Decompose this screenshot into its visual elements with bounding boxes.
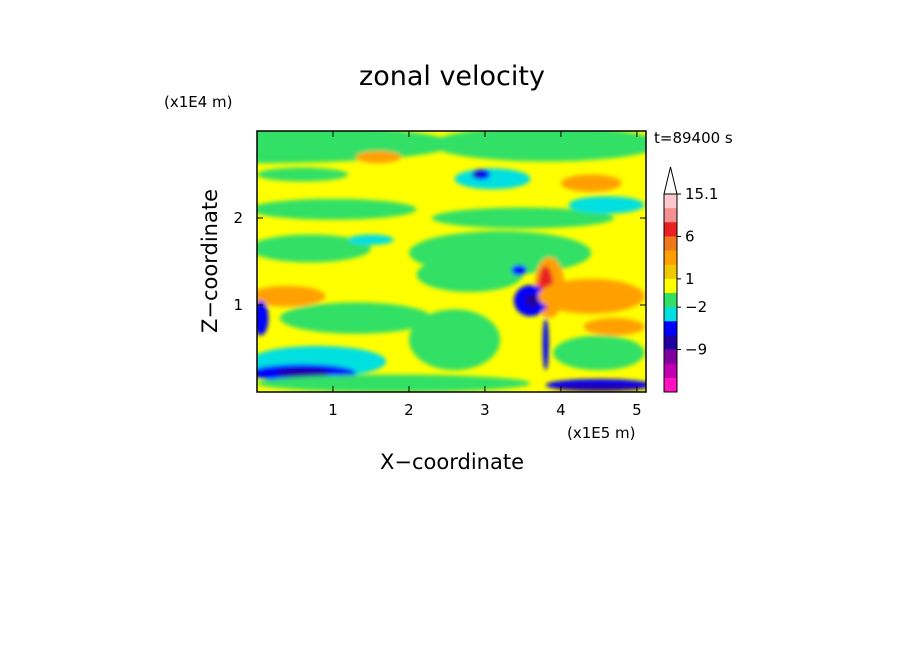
field-region xyxy=(511,264,527,276)
y-tick-label: 2 xyxy=(233,209,243,227)
colorbar-label: 15.1 xyxy=(685,185,718,203)
colorbar-swatch xyxy=(664,293,677,308)
colorbar-frame xyxy=(663,193,678,393)
field-region xyxy=(408,309,501,371)
colorbar-labels: 15.1 6 1 −2 −9 xyxy=(677,185,718,359)
field-region xyxy=(416,257,523,292)
field-region xyxy=(279,302,432,334)
colorbar-swatch xyxy=(664,236,677,251)
colorbar-swatch xyxy=(664,377,677,393)
y-axis-label: Z−coordinate xyxy=(198,189,222,333)
field-region xyxy=(553,335,645,371)
x-axis: 1 2 3 4 5 xyxy=(328,131,642,419)
colorbar-swatch xyxy=(664,321,677,336)
x-tick-label: 5 xyxy=(632,401,642,419)
colorbar-swatch xyxy=(664,307,677,322)
field-region xyxy=(257,198,417,220)
colorbar-label: 1 xyxy=(685,270,695,288)
colorbar-overflow-arrow xyxy=(663,166,678,195)
field-region xyxy=(542,318,549,371)
plot-frame xyxy=(256,130,647,393)
x-axis-label: X−coordinate xyxy=(380,450,524,474)
x-scale-label: (x1E5 m) xyxy=(567,424,636,442)
colorbar-swatch xyxy=(664,194,677,209)
field-region xyxy=(454,168,531,190)
field-region xyxy=(568,196,645,214)
field-region xyxy=(257,285,326,307)
x-tick-label: 2 xyxy=(404,401,414,419)
colorbar-label: −9 xyxy=(685,341,707,359)
field-region xyxy=(257,131,455,164)
y-axis: 12 xyxy=(233,209,646,314)
plot-area xyxy=(257,131,646,392)
field-region xyxy=(553,384,645,392)
colorbar-swatch xyxy=(664,222,677,237)
colorbar-swatch xyxy=(664,264,677,280)
field-region xyxy=(431,131,646,162)
colorbar-swatch xyxy=(664,363,677,379)
colorbar-swatch xyxy=(664,208,677,223)
colorbar-label: −2 xyxy=(685,298,707,316)
colorbar-label: 6 xyxy=(685,227,695,245)
field-region xyxy=(275,368,330,378)
colorbar-swatch xyxy=(664,250,677,266)
colorbar xyxy=(663,166,678,393)
field-region xyxy=(257,167,349,182)
colorbar-swatch xyxy=(664,335,677,350)
field-region xyxy=(560,174,622,192)
field-region xyxy=(431,207,615,229)
y-tick-label: 1 xyxy=(233,296,243,314)
chart-title: zonal velocity xyxy=(359,61,545,92)
field-region xyxy=(524,293,540,308)
x-tick-label: 3 xyxy=(480,401,490,419)
field-regions xyxy=(257,131,646,392)
y-scale-label: (x1E4 m) xyxy=(164,93,233,111)
field-region xyxy=(257,234,371,263)
field-region xyxy=(355,151,402,164)
field-region xyxy=(257,374,531,392)
x-tick-label: 4 xyxy=(556,401,566,419)
field-region xyxy=(583,318,645,336)
field-region xyxy=(538,278,645,314)
field-region xyxy=(257,300,269,336)
colorbar-swatch xyxy=(664,349,677,365)
time-label: t=89400 s xyxy=(654,129,733,147)
colorbar-swatch xyxy=(664,278,677,294)
field-region xyxy=(348,234,394,245)
x-tick-label: 1 xyxy=(328,401,338,419)
field-region xyxy=(473,171,482,178)
